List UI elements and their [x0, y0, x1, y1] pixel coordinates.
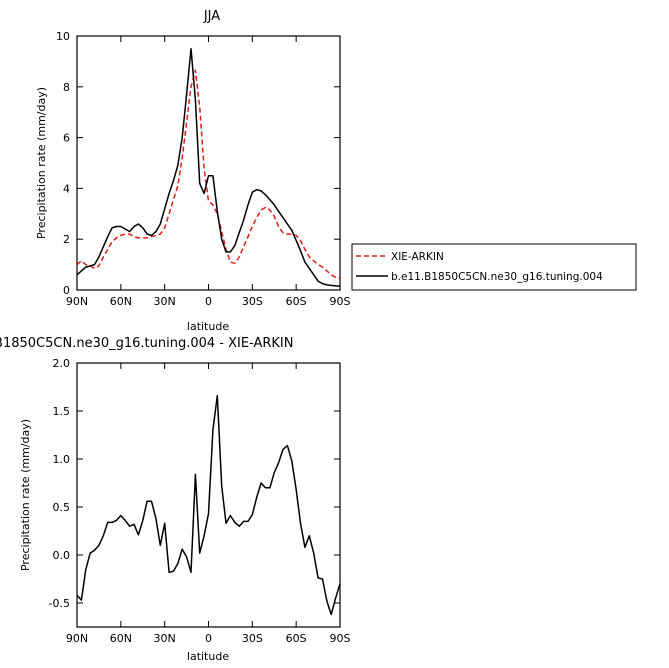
y-tick-label: 1.5	[53, 405, 71, 418]
series-line-0	[76, 394, 341, 616]
x-tick-label: 30N	[154, 632, 176, 645]
y-tick-label: -0.5	[49, 597, 70, 610]
x-tick-label: 0	[205, 295, 212, 308]
plot-frame	[76, 362, 341, 628]
x-tick-label: 60N	[110, 632, 132, 645]
y-tick-label: 2	[63, 233, 70, 246]
y-tick-label: 4	[63, 182, 70, 195]
y-tick-label: 0.5	[53, 501, 71, 514]
y-tick-label: 1.0	[53, 453, 71, 466]
series-line-0	[76, 69, 341, 280]
x-tick-label: 60S	[286, 295, 307, 308]
legend-box	[351, 243, 637, 291]
y-tick-label: 0	[63, 284, 70, 297]
y-axis-label: Precipitation rate (mm/day)	[35, 87, 48, 239]
x-tick-label: 0	[205, 632, 212, 645]
x-tick-label: 30S	[242, 632, 263, 645]
x-tick-label: 90S	[330, 295, 351, 308]
y-axis-label: Precipitation rate (mm/day)	[19, 419, 32, 571]
y-tick-label: 6	[63, 132, 70, 145]
y-tick-label: 8	[63, 81, 70, 94]
chart-title: b.e11.B1850C5CN.ne30_g16.tuning.004 - XI…	[0, 336, 294, 351]
legend: XIE-ARKIN b.e11.B1850C5CN.ne30_g16.tunin…	[351, 243, 637, 291]
series-line-1	[76, 47, 341, 287]
y-tick-label: 10	[56, 30, 70, 43]
legend-label-model: b.e11.B1850C5CN.ne30_g16.tuning.004	[391, 271, 603, 283]
x-tick-label: 90S	[330, 632, 351, 645]
x-tick-label: 30S	[242, 295, 263, 308]
x-tick-label: 90N	[66, 295, 88, 308]
x-axis-label: latitude	[187, 320, 229, 333]
x-tick-label: 60S	[286, 632, 307, 645]
bottom-panel: b.e11.B1850C5CN.ne30_g16.tuning.004 - XI…	[0, 336, 351, 663]
top-panel: JJA 0 2 4 6 8 10 90N 60N 30N 0 30S 60S 90S latitude…	[35, 9, 351, 333]
legend-label-xie-arkin: XIE-ARKIN	[391, 251, 444, 263]
x-tick-label: 90N	[66, 632, 88, 645]
y-tick-label: 2.0	[53, 357, 71, 370]
x-tick-label: 60N	[110, 295, 132, 308]
y-tick-label: 0.0	[53, 549, 71, 562]
x-axis-label: latitude	[187, 650, 229, 663]
chart-title: JJA	[203, 9, 220, 24]
x-tick-label: 30N	[154, 295, 176, 308]
